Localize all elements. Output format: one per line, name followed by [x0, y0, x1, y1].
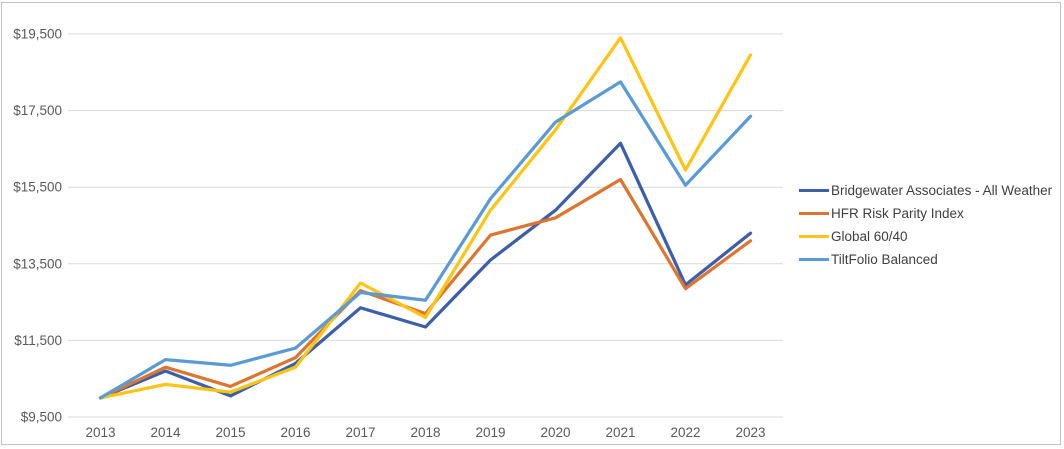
legend-item-bridgewater-associates-all-weather: Bridgewater Associates - All Weather	[799, 179, 1052, 202]
y-axis-tick-label: $9,500	[21, 410, 62, 425]
legend-item-tiltfolio-balanced: TiltFolio Balanced	[799, 248, 1052, 271]
series-line-bridgewater-associates-all-weather	[98, 141, 753, 400]
legend-item-hfr-risk-parity-index: HFR Risk Parity Index	[799, 202, 1052, 225]
legend-label: HFR Risk Parity Index	[831, 205, 964, 221]
y-axis-tick-label: $11,500	[14, 333, 62, 348]
series-line-global-60-40	[98, 36, 753, 400]
legend: Bridgewater Associates - All Weather HFR …	[799, 179, 1052, 271]
x-axis-tick-label: 2014	[150, 425, 181, 440]
series-line-hfr-risk-parity-index	[98, 177, 753, 400]
x-axis-tick-label: 2019	[475, 425, 505, 440]
legend-line-swatch-global-60-40	[799, 234, 829, 239]
x-axis-tick-label: 2021	[605, 425, 635, 440]
legend-label: Global 60/40	[831, 228, 908, 244]
legend-label: Bridgewater Associates - All Weather	[831, 182, 1053, 198]
x-axis-tick-label: 2013	[85, 425, 115, 440]
y-axis-tick-label: $15,500	[13, 180, 62, 195]
x-axis-tick-label: 2020	[540, 425, 570, 440]
y-axis-tick-label: $17,500	[13, 103, 62, 118]
x-axis-tick-label: 2022	[670, 425, 700, 440]
legend-line-swatch-bridgewater-associates-all-weather	[799, 188, 829, 193]
series-line-tiltfolio-balanced	[98, 80, 753, 400]
y-axis-tick-label: $19,500	[13, 27, 62, 42]
x-axis-tick-label: 2023	[735, 425, 765, 440]
legend-label: TiltFolio Balanced	[831, 251, 938, 267]
x-axis-tick-label: 2015	[215, 425, 245, 440]
legend-item-global-60-40: Global 60/40	[799, 225, 1052, 248]
legend-line-swatch-hfr-risk-parity-index	[799, 211, 829, 216]
x-axis-tick-label: 2016	[280, 425, 310, 440]
x-axis-tick-label: 2018	[410, 425, 440, 440]
x-axis-tick-label: 2017	[345, 425, 375, 440]
y-axis-tick-label: $13,500	[13, 256, 62, 271]
legend-line-swatch-tiltfolio-balanced	[799, 257, 829, 262]
